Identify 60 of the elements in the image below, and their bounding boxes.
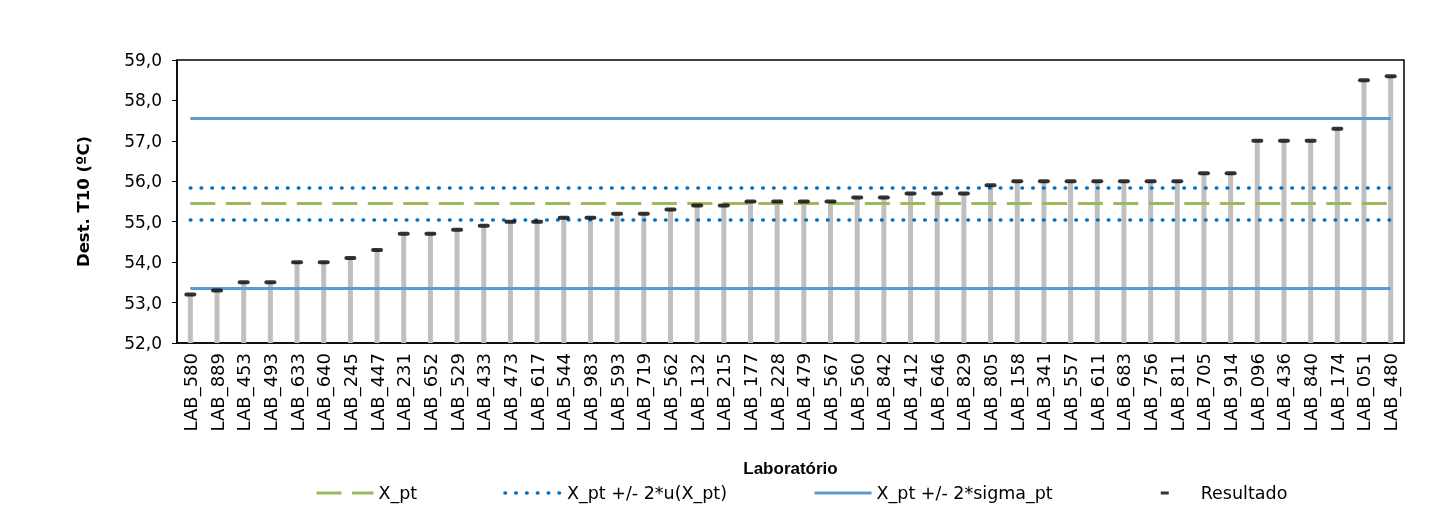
x-tick-label: LAB_412 [900, 353, 923, 432]
y-tick-label: 52,0 [124, 333, 162, 353]
x-axis-title: Laboratório [743, 459, 838, 478]
x-tick-label: LAB_805 [980, 353, 1003, 432]
x-tick-label: LAB_051 [1353, 353, 1376, 432]
x-tick-label: LAB_842 [873, 353, 896, 432]
x-tick-label: LAB_231 [393, 353, 416, 432]
x-tick-label: LAB_557 [1060, 353, 1083, 432]
x-tick-label: LAB_215 [713, 353, 736, 432]
x-tick-label: LAB_914 [1220, 353, 1243, 432]
x-tick-label: LAB_719 [633, 353, 656, 432]
x-tick-label: LAB_560 [846, 353, 869, 432]
x-tick-label: LAB_646 [926, 353, 949, 432]
x-tick-label: LAB_611 [1086, 353, 1109, 432]
x-tick-label: LAB_447 [366, 353, 389, 432]
x-tick-label: LAB_705 [1193, 353, 1216, 432]
y-tick-label: 56,0 [124, 171, 162, 192]
y-tick-label: 58,0 [124, 90, 162, 111]
x-tick-label: LAB_593 [606, 353, 629, 432]
y-tick-label: 59,0 [124, 50, 162, 70]
legend-label: X_pt +/- 2*sigma_pt [876, 483, 1053, 504]
x-tick-label: LAB_567 [820, 353, 843, 432]
x-tick-label: LAB_983 [579, 353, 602, 432]
y-tick-label: 57,0 [124, 130, 162, 151]
y-tick-label: 55,0 [124, 211, 162, 232]
x-tick-label: LAB_633 [286, 353, 309, 432]
x-tick-label: LAB_453 [233, 353, 256, 432]
x-tick-label: LAB_562 [659, 353, 682, 432]
x-tick-label: LAB_158 [1006, 353, 1029, 432]
x-tick-label: LAB_652 [419, 353, 442, 432]
legend-label: X_pt [378, 483, 418, 504]
x-tick-label: LAB_228 [766, 353, 789, 432]
x-tick-label: LAB_829 [953, 353, 976, 432]
x-tick-label: LAB_433 [473, 353, 496, 432]
x-tick-label: LAB_640 [313, 353, 336, 432]
y-tick-label: 54,0 [124, 252, 162, 273]
x-tick-label: LAB_479 [793, 353, 816, 432]
x-tick-label: LAB_473 [499, 353, 522, 432]
x-tick-label: LAB_683 [1113, 353, 1136, 432]
x-tick-label: LAB_580 [179, 353, 202, 432]
x-tick-label: LAB_132 [686, 353, 709, 432]
x-tick-label: LAB_436 [1273, 353, 1296, 432]
x-tick-label: LAB_480 [1380, 353, 1403, 432]
x-tick-label: LAB_493 [259, 353, 282, 432]
legend-label: X_pt +/- 2*u(X_pt) [567, 483, 728, 504]
x-tick-label: LAB_811 [1166, 353, 1189, 432]
x-tick-label: LAB_756 [1140, 353, 1163, 432]
x-tick-label: LAB_096 [1246, 353, 1269, 432]
y-tick-label: 53,0 [124, 292, 162, 313]
x-tick-label: LAB_544 [553, 353, 576, 432]
y-axis-title: Dest. T10 (ºC) [74, 135, 93, 268]
legend-label: Resultado [1200, 483, 1288, 503]
x-tick-label: LAB_341 [1033, 353, 1056, 432]
x-tick-label: LAB_617 [526, 353, 549, 432]
x-tick-label: LAB_174 [1326, 353, 1349, 432]
x-tick-label: LAB_245 [339, 353, 362, 432]
x-tick-label: LAB_840 [1300, 353, 1323, 432]
x-tick-label: LAB_177 [739, 353, 762, 432]
x-tick-label: LAB_529 [446, 353, 469, 432]
x-tick-label: LAB_889 [206, 353, 229, 432]
